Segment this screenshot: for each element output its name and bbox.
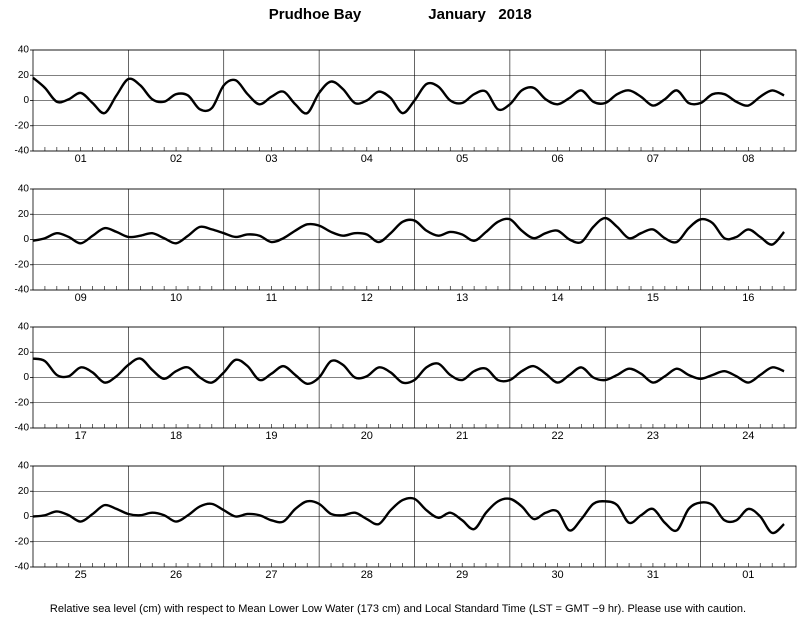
panel-frame <box>32 326 797 429</box>
day-label: 08 <box>742 153 754 165</box>
day-label: 06 <box>551 153 563 165</box>
y-tick-label: 20 <box>18 70 30 81</box>
y-tick-label: -40 <box>15 146 30 157</box>
day-label: 29 <box>456 569 468 581</box>
y-tick-label: -20 <box>15 397 30 408</box>
day-label: 22 <box>551 430 563 442</box>
day-label: 01 <box>75 153 87 165</box>
y-tick-label: 20 <box>18 347 30 358</box>
day-label: 16 <box>742 292 754 304</box>
y-tick-label: 40 <box>18 184 30 195</box>
day-label: 02 <box>170 153 182 165</box>
day-label: 20 <box>361 430 373 442</box>
tide-line <box>32 357 785 386</box>
day-label: 31 <box>647 569 659 581</box>
y-tick-label: -40 <box>15 285 30 296</box>
y-tick-label: 40 <box>18 322 30 333</box>
day-label: 26 <box>170 569 182 581</box>
y-tick-label: 40 <box>18 461 30 472</box>
day-label: 23 <box>647 430 659 442</box>
day-label: 27 <box>265 569 277 581</box>
chart-date: January 2018 <box>428 6 531 23</box>
y-tick-label: 20 <box>18 486 30 497</box>
y-tick-label: 0 <box>23 372 29 383</box>
day-label: 21 <box>456 430 468 442</box>
day-label: 12 <box>361 292 373 304</box>
day-label: 10 <box>170 292 182 304</box>
day-label: 18 <box>170 430 182 442</box>
day-label: 03 <box>265 153 277 165</box>
day-label: 15 <box>647 292 659 304</box>
footnote: Relative sea level (cm) with respect to … <box>50 603 746 615</box>
day-label: 30 <box>551 569 563 581</box>
day-label: 24 <box>742 430 754 442</box>
y-tick-label: -40 <box>15 423 30 434</box>
y-tick-label: 40 <box>18 45 30 56</box>
tide-line <box>32 496 785 535</box>
y-tick-label: 0 <box>23 234 29 245</box>
day-label: 09 <box>75 292 87 304</box>
y-tick-label: -20 <box>15 259 30 270</box>
day-label: 13 <box>456 292 468 304</box>
y-tick-label: -20 <box>15 120 30 131</box>
day-label: 04 <box>361 153 373 165</box>
y-tick-label: 0 <box>23 511 29 522</box>
day-label: 07 <box>647 153 659 165</box>
y-tick-label: 20 <box>18 209 30 220</box>
day-label: 05 <box>456 153 468 165</box>
y-tick-label: -40 <box>15 562 30 573</box>
y-tick-label: 0 <box>23 95 29 106</box>
day-label: 14 <box>551 292 563 304</box>
day-label: 11 <box>266 292 277 304</box>
day-label: 28 <box>361 569 373 581</box>
day-label: 17 <box>75 430 87 442</box>
panel-frame <box>32 49 797 152</box>
day-label: 25 <box>75 569 87 581</box>
chart-title: Prudhoe Bay <box>269 6 362 23</box>
day-label: 01 <box>742 569 754 581</box>
panel-frame <box>32 188 797 291</box>
tide-line <box>32 216 785 246</box>
panel-frame <box>32 465 797 568</box>
tide-line <box>32 76 785 115</box>
y-tick-label: -20 <box>15 536 30 547</box>
day-label: 19 <box>265 430 277 442</box>
